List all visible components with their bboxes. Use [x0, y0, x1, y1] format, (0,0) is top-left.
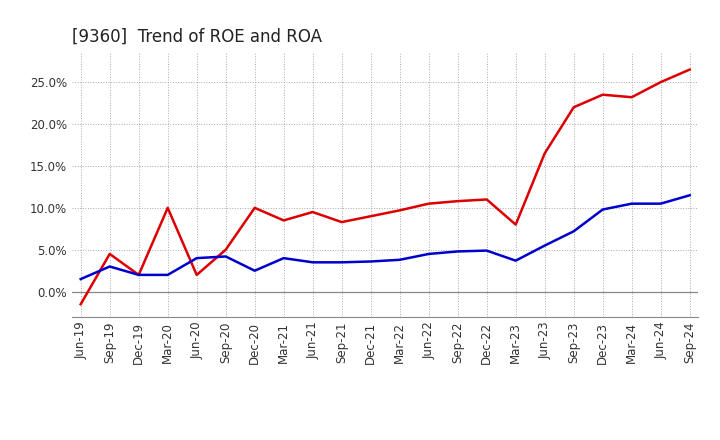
ROE	[570, 105, 578, 110]
ROE	[482, 197, 491, 202]
ROE	[251, 205, 259, 210]
ROE	[338, 220, 346, 225]
Line: ROE: ROE	[81, 70, 690, 304]
ROA	[424, 251, 433, 257]
ROA	[135, 272, 143, 278]
ROA	[308, 260, 317, 265]
ROE	[598, 92, 607, 97]
ROA	[511, 258, 520, 263]
ROA	[163, 272, 172, 278]
ROA	[338, 260, 346, 265]
ROE	[511, 222, 520, 227]
ROE	[308, 209, 317, 215]
ROA	[279, 256, 288, 261]
ROE	[395, 208, 404, 213]
ROA	[657, 201, 665, 206]
ROE	[541, 151, 549, 156]
ROE	[657, 80, 665, 85]
ROE	[454, 198, 462, 204]
ROA	[454, 249, 462, 254]
ROA	[366, 259, 375, 264]
ROE	[76, 301, 85, 307]
ROE	[221, 247, 230, 253]
ROE	[192, 272, 201, 278]
ROA	[541, 243, 549, 248]
ROA	[482, 248, 491, 253]
ROA	[221, 254, 230, 259]
ROA	[627, 201, 636, 206]
ROA	[685, 193, 694, 198]
ROA	[570, 229, 578, 234]
ROA	[598, 207, 607, 212]
Text: [9360]  Trend of ROE and ROA: [9360] Trend of ROE and ROA	[72, 28, 322, 46]
ROA	[395, 257, 404, 262]
ROA	[251, 268, 259, 273]
ROE	[163, 205, 172, 210]
ROE	[685, 67, 694, 72]
Line: ROA: ROA	[81, 195, 690, 279]
ROA	[192, 256, 201, 261]
ROE	[424, 201, 433, 206]
ROA	[76, 276, 85, 282]
ROA	[105, 264, 114, 269]
ROE	[105, 251, 114, 257]
ROE	[279, 218, 288, 223]
ROE	[135, 272, 143, 278]
ROE	[627, 95, 636, 100]
ROE	[366, 213, 375, 219]
